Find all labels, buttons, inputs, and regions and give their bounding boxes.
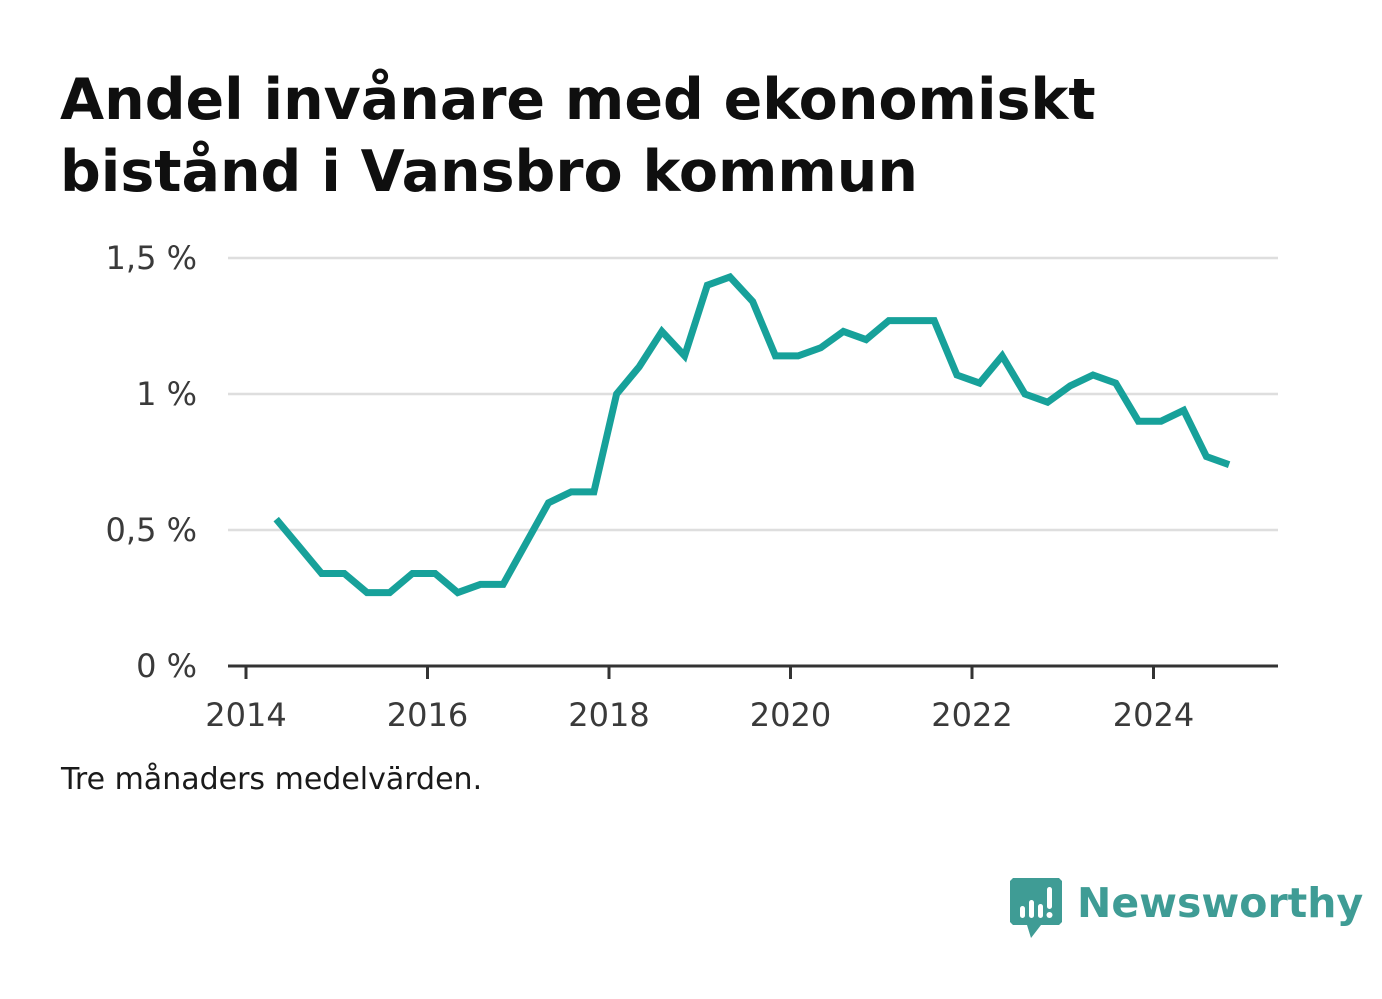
x-tick-label: 2024 [1113,696,1194,734]
gridlines [228,256,1278,532]
chart-title-line-2: bistånd i Vansbro kommun [60,139,918,205]
chart-title-line-1: Andel invånare med ekonomiskt [60,67,1096,133]
newsworthy-logo-icon [1010,878,1062,938]
series-layer [273,272,1231,597]
x-tick-label: 2020 [750,696,831,734]
brand-name: Newsworthy [1077,879,1364,927]
y-axis-ticks: 0 % 0,5 % 1 % 1,5 % [106,239,197,685]
y-tick-label: 1 % [136,375,197,413]
x-axis: 2014 2016 2018 2020 2022 2024 [205,664,1278,734]
x-tick-label: 2014 [205,696,286,734]
brand-logo: Newsworthy [1010,878,1363,942]
y-tick-label: 0,5 % [106,511,197,549]
x-tick-label: 2022 [931,696,1012,734]
y-tick-label: 0 % [136,647,197,685]
x-tick-label: 2016 [387,696,468,734]
y-tick-label: 1,5 % [106,239,197,277]
x-tick-label: 2018 [568,696,649,734]
series-line [273,272,1231,597]
chart-title: Andel invånare med ekonomiskt bistånd i … [60,64,1300,208]
chart-note: Tre månaders medelvärden. [61,762,483,797]
